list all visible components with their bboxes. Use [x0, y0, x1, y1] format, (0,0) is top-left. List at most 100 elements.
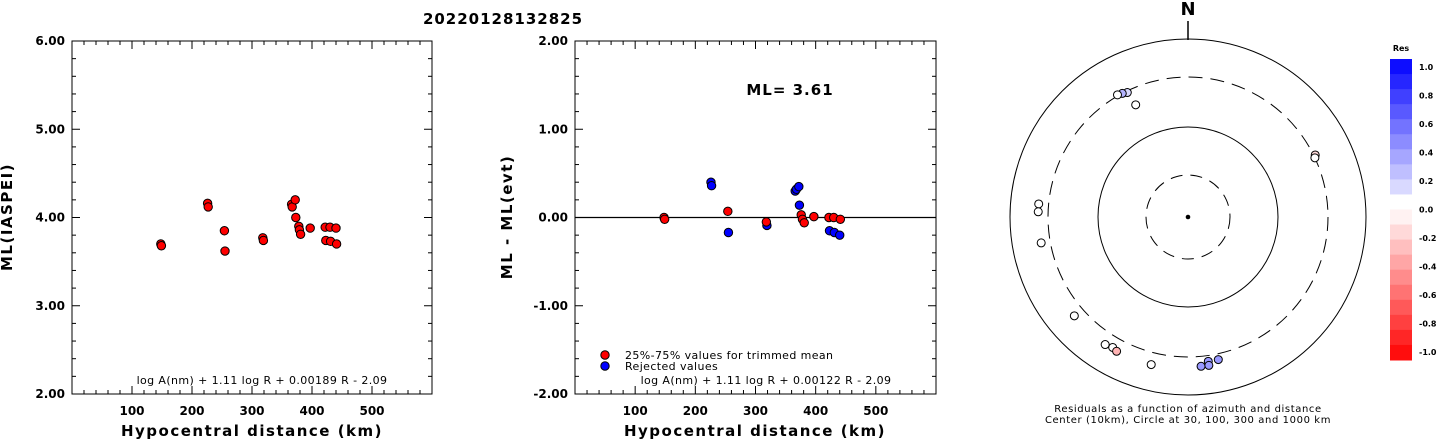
plot2-y-axis-title: ML - ML(evt): [498, 155, 516, 279]
scale-tick-label: 0.8: [1419, 92, 1434, 101]
station-markers: [1033, 88, 1320, 371]
station-marker: [1204, 360, 1214, 370]
station-marker: [1213, 355, 1223, 365]
plot2-points: [659, 177, 846, 240]
plot2-y-tick-labels: -2.00 -1.00 0.00 1.00 2.00: [533, 34, 568, 401]
plot2-trimmed-point: [809, 211, 819, 222]
scale-cell: [1390, 299, 1412, 316]
plot2-trimmed-point: [799, 218, 809, 228]
plot1-x-tick-labels: 100 200 300 400 500: [119, 404, 384, 418]
polar-caption-line2: Center (10km), Circle at 30, 100, 300 an…: [1045, 415, 1331, 426]
station-marker: [1100, 340, 1110, 350]
plot2-y-tick-label: 2.00: [538, 34, 568, 48]
plot2-y-tick-label: 1.00: [538, 122, 568, 136]
plot2-rejected-point: [794, 200, 805, 210]
scale-tick-label: 0.0: [1419, 206, 1434, 215]
plot2-rejected-point: [835, 230, 845, 240]
plot1-point: [203, 202, 213, 212]
station-marker: [1034, 199, 1044, 209]
plot1-x-axis-title: Hypocentral distance (km): [121, 422, 383, 440]
legend-trimmed-label: 25%-75% values for trimmed mean: [625, 349, 833, 362]
scale-tick-label: 0.2: [1419, 177, 1433, 186]
plot1-x-tick-label: 200: [179, 404, 204, 418]
figure-title: 20220128132825: [423, 10, 583, 28]
scale-cell: [1390, 89, 1412, 105]
station-marker: [1131, 100, 1141, 110]
plot2-trimmed-point: [761, 217, 772, 227]
scale-tick-label: -0.8: [1419, 320, 1437, 329]
plot1-y-tick-labels: 2.00 3.00 4.00 5.00 6.00: [35, 34, 65, 401]
plot2-y-tick-label: -2.00: [533, 387, 568, 401]
plot1-points: [156, 195, 342, 256]
scale-title: Res: [1393, 44, 1410, 53]
station-marker: [1310, 153, 1320, 163]
plot1-point: [290, 195, 300, 205]
scale-cell: [1390, 239, 1412, 256]
plot2-trimmed-point: [723, 206, 733, 217]
outer-circle-1000km: [1009, 38, 1367, 396]
plot1-point: [305, 223, 315, 233]
plot1-formula: log A(nm) + 1.11 log R + 0.00189 R - 2.0…: [137, 374, 388, 387]
scale-cell: [1390, 344, 1412, 361]
scale-tick-label: 0.6: [1419, 120, 1434, 129]
legend-trimmed-marker: [600, 350, 610, 360]
scale-labels: 1.0 0.8 0.6 0.4 0.2 0.0 -0.2 -0.4 -0.6 -0.8 -1.0: [1419, 63, 1437, 357]
station-marker: [1112, 346, 1122, 356]
center-dot: [1185, 214, 1191, 220]
legend-rejected-marker: [600, 361, 610, 371]
plot1-point: [156, 241, 167, 251]
scale-cell: [1390, 74, 1412, 90]
legend-rejected-label: Rejected values: [625, 360, 718, 373]
plot2-x-tick-label: 300: [743, 404, 768, 418]
plot2-x-tick-label: 100: [623, 404, 648, 418]
plot1-point: [331, 239, 342, 249]
scale-cell: [1390, 194, 1412, 210]
polar-caption-line1: Residuals as a function of azimuth and d…: [1054, 404, 1322, 415]
plot2-y-tick-label: -1.00: [533, 299, 568, 313]
plot1-frame: [71, 40, 433, 395]
scale-tick-label: -0.6: [1419, 291, 1437, 300]
plot2-x-tick-labels: 100 200 300 400 500: [623, 404, 889, 418]
plot2-trimmed-point: [835, 214, 846, 224]
station-marker: [1112, 90, 1122, 100]
plot2-y-tick-label: 0.00: [538, 211, 568, 225]
scale-cell: [1390, 314, 1412, 331]
scale-cell: [1390, 209, 1412, 226]
plot1-point: [219, 226, 230, 236]
scale-tick-label: -1.0: [1419, 348, 1437, 357]
station-marker: [1146, 360, 1156, 370]
plot2-rejected-point: [706, 181, 717, 191]
station-marker: [1196, 361, 1206, 371]
azimuth-residual-panel: N Residuals as a function of azimuth and…: [1009, 0, 1367, 426]
plot2-trimmed-point: [659, 214, 670, 224]
plot2-x-tick-label: 500: [863, 404, 888, 418]
scale-cell: [1390, 119, 1412, 135]
station-marker: [1036, 238, 1046, 248]
scale-cell: [1390, 149, 1412, 165]
plot1-y-tick-label: 6.00: [35, 34, 65, 48]
station-marker: [1069, 311, 1079, 321]
station-marker: [1033, 207, 1043, 217]
scale-cell: [1390, 269, 1412, 286]
scale-cell: [1390, 134, 1412, 150]
circle-100km: [1097, 126, 1279, 308]
scale-cell: [1390, 254, 1412, 271]
scale-cells: [1390, 59, 1412, 361]
residual-distance-panel: 100 200 300 400 500 -2.00 -1.00 0.00 1.00 2.00 M…: [498, 34, 937, 440]
scale-cell: [1390, 329, 1412, 346]
scale-tick-label: 1.0: [1419, 63, 1434, 72]
scale-tick-label: -0.2: [1419, 234, 1437, 243]
plot1-point: [295, 229, 306, 239]
plot2-x-axis-title: Hypocentral distance (km): [624, 422, 886, 440]
ml-value-label: ML= 3.61: [746, 81, 833, 99]
plot2-rejected-point: [794, 181, 804, 192]
scale-cell: [1390, 164, 1412, 180]
plot1-y-tick-label: 3.00: [35, 299, 65, 313]
ml-distance-panel: 100 200 300 400 500 2.00 3.00 4.00 5.00 6.00 log…: [0, 34, 433, 440]
plot1-x-tick-label: 400: [299, 404, 324, 418]
scale-tick-label: -0.4: [1419, 263, 1437, 272]
plot2-formula: log A(nm) + 1.11 log R + 0.00122 R - 2.0…: [641, 374, 892, 387]
plot1-x-tick-label: 100: [119, 404, 144, 418]
north-label: N: [1180, 0, 1195, 20]
